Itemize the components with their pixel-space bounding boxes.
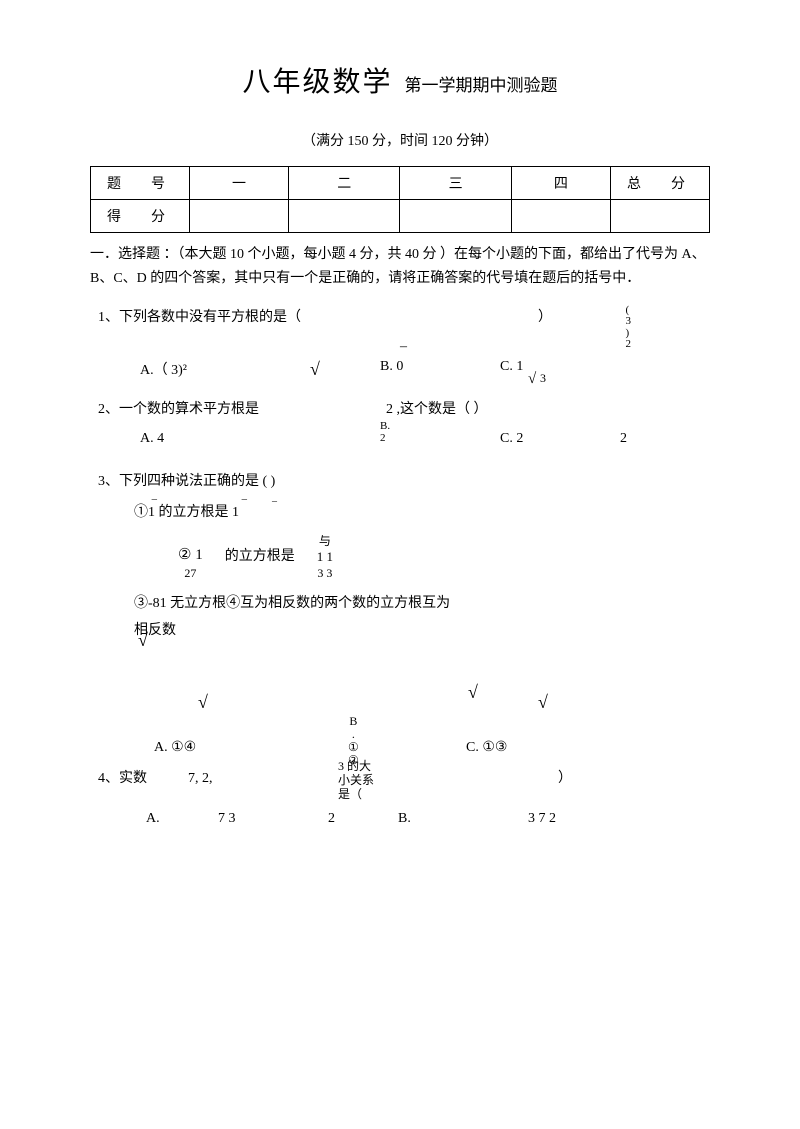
q1-option-a: A.（ 3)² [140,359,187,379]
cell: 题 号 [91,167,190,200]
q4-option-b-label: B. [398,806,411,833]
q3-s2-row: ② 1 27 的立方根是 与 1 1 3 3 [178,533,710,582]
q3-option-c: C. ①③ [466,735,507,762]
q4-text: 4、实数 [98,766,147,793]
cell [511,200,610,233]
q4-a-nums2: 2 [328,806,335,833]
sqrt-icon: √ [538,685,548,719]
title-main: 八年级数学 [242,67,392,98]
q2-text: 2、一个数的算术平方根是 [98,402,259,417]
question-2: 2、一个数的算术平方根是 2 ,这个数是（ ） [98,397,710,424]
table-row: 题 号 一 二 三 四 总 分 [91,167,710,200]
q3-text: 3、下列四种说法正确的是 ( ) [98,474,275,489]
q1-options: A.（ 3)² √ – B. 0 C. 1 3 √ [140,359,710,387]
sqrt-icon: √ [138,623,148,657]
q1-paren-end: ） [538,310,552,325]
minus-sign: – [400,339,407,355]
cell: 一 [190,167,289,200]
sqrt-icon: √ [310,359,320,380]
q3-option-a: A. ①④ [154,735,196,762]
q3-s3: ③-81 无立方根④互为相反数的两个数的立方根互为相反数 [134,591,454,644]
q2-option-b-stack: B. 2 [380,421,390,444]
q1-option-b: B. 0 [380,359,403,375]
exam-note: （满分 150 分，时间 120 分钟） [90,130,710,150]
q3-options: √ √ √ A. ①④ B.①② C. ①③ [98,689,710,759]
page-title: 八年级数学 第一学期期中测验题 [90,60,710,100]
q2-options: A. 4 B. 2 C. 2 2 [140,431,710,459]
cell: 二 [289,167,400,200]
q2-option-a: A. 4 [140,431,164,447]
cell [400,200,511,233]
question-3: 3、下列四种说法正确的是 ( ) ①1 的立方根是 1 ‾ ‾ – ② 1 27… [98,469,710,801]
q1-c-sub: 3 [540,371,546,386]
cell [289,200,400,233]
q1-text: 1、下列各数中没有平方根的是（ [98,310,301,325]
q3-s1: ①1 的立方根是 1 [134,505,239,520]
q1-option-c: C. 1 [500,359,523,375]
sqrt-icon: √ [528,371,536,388]
cell: 总 分 [610,167,709,200]
cell: 四 [511,167,610,200]
sqrt-icon: √ [468,675,478,709]
sqrt-icon: √ [198,685,208,719]
question-4: 4、实数 7, 2, ） A. 7 3 2 B. 3 7 2 [98,766,710,846]
section-1-instructions: 一．选择题 ：（本大题 10 个小题，每小题 4 分，共 40 分 ）在每个小题… [90,243,710,291]
q4-b-nums: 3 7 2 [528,806,556,833]
q4-nums: 7, 2, [188,766,213,793]
q2-option-d: 2 [620,431,627,447]
cell [610,200,709,233]
table-row: 得 分 [91,200,710,233]
q1-option-d-stack: ( 3 ) 2 [626,305,632,351]
cell [190,200,289,233]
q2-option-c: C. 2 [500,431,523,447]
q4-a-nums1: 7 3 [218,806,236,833]
title-sub: 第一学期期中测验题 [405,76,558,95]
cell: 三 [400,167,511,200]
q3-option-b-stack: B.①② [348,715,359,768]
q4-end: ） [558,766,572,793]
q4-option-a-label: A. [146,806,160,833]
q2-mid: 2 ,这个数是（ ） [386,402,488,417]
cell: 得 分 [91,200,190,233]
score-table: 题 号 一 二 三 四 总 分 得 分 [90,166,710,233]
